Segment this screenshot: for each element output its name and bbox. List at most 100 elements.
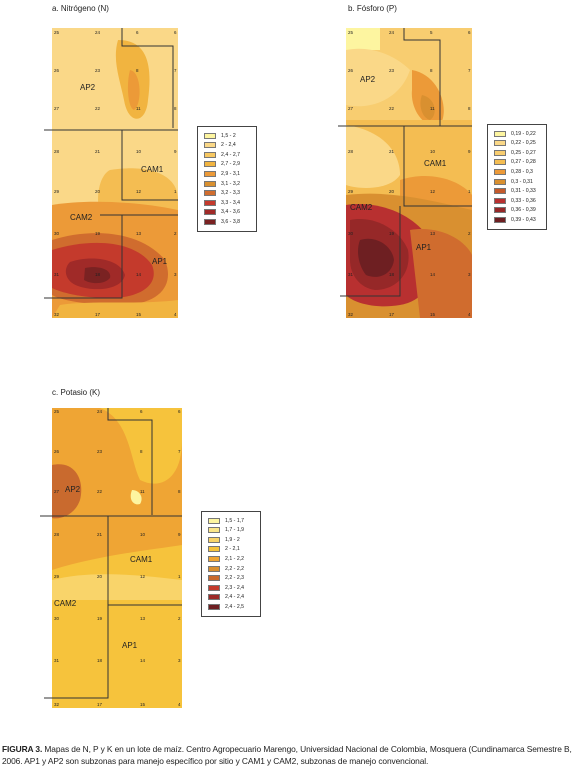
svg-text:31: 31 — [54, 658, 60, 663]
legend-swatch — [208, 527, 220, 534]
svg-text:17: 17 — [97, 702, 103, 707]
svg-text:11: 11 — [136, 106, 141, 111]
svg-text:21: 21 — [389, 149, 395, 154]
legend-label: 0,36 - 0,39 — [511, 207, 536, 214]
legend-swatch — [208, 603, 220, 610]
legend-swatch — [208, 536, 220, 543]
svg-text:9: 9 — [178, 532, 181, 537]
legend-label: 2,9 - 3,1 — [221, 170, 241, 177]
svg-text:24: 24 — [97, 409, 103, 414]
svg-text:21: 21 — [95, 149, 101, 154]
legend-label: 0,19 - 0,22 — [511, 130, 536, 137]
legend-swatch — [204, 132, 216, 139]
legend-item: 3,4 - 3,6 — [204, 209, 240, 216]
svg-text:5: 5 — [430, 30, 433, 35]
legend-label: 2,4 - 2,4 — [225, 594, 245, 601]
svg-text:26: 26 — [54, 68, 60, 73]
legend-swatch — [208, 565, 220, 572]
legend-swatch — [208, 546, 220, 553]
phosphorus-panel: b. Fósforo (P) 25 24 5 6 26 23 8 7 27 22 11 8 28 2… — [300, 0, 575, 330]
legend-label: 2,4 - 2,7 — [221, 151, 241, 158]
svg-text:12: 12 — [140, 574, 146, 579]
svg-text:CAM1: CAM1 — [424, 159, 447, 168]
svg-text:20: 20 — [95, 189, 101, 194]
legend-item: 1,9 - 2 — [208, 536, 240, 543]
legend-item: 0,22 - 0,25 — [494, 140, 536, 147]
legend-swatch — [208, 575, 220, 582]
legend-swatch — [204, 218, 216, 225]
svg-text:13: 13 — [140, 616, 146, 621]
svg-text:12: 12 — [136, 189, 142, 194]
svg-text:15: 15 — [430, 312, 436, 317]
nitrogen-map: 25 24 6 6 26 23 8 7 27 22 11 8 28 21 10 9 29 20 12 1 30… — [44, 28, 178, 318]
legend-item: 0,3 - 0,31 — [494, 178, 533, 185]
svg-text:26: 26 — [54, 449, 60, 454]
svg-text:11: 11 — [140, 489, 145, 494]
svg-text:32: 32 — [54, 702, 60, 707]
legend-item: 3,3 - 3,4 — [204, 199, 240, 206]
legend-item: 1,7 - 1,9 — [208, 527, 244, 534]
svg-text:8: 8 — [178, 489, 181, 494]
svg-text:30: 30 — [54, 231, 60, 236]
legend-label: 2 - 2,1 — [225, 546, 240, 553]
svg-text:24: 24 — [389, 30, 395, 35]
figure-caption: FIGURA 3. Mapas de N, P y K en un lote d… — [2, 743, 572, 767]
legend-item: 2 - 2,4 — [204, 142, 236, 149]
svg-text:17: 17 — [389, 312, 395, 317]
svg-text:6: 6 — [140, 409, 143, 414]
legend-label: 2,2 - 2,3 — [225, 575, 245, 582]
legend-label: 3,3 - 3,4 — [221, 199, 241, 206]
svg-text:19: 19 — [97, 616, 103, 621]
legend-label: 3,6 - 3,8 — [221, 218, 241, 225]
legend-swatch — [494, 130, 506, 137]
svg-text:7: 7 — [468, 68, 471, 73]
svg-text:25: 25 — [54, 30, 60, 35]
svg-text:CAM2: CAM2 — [350, 203, 373, 212]
svg-text:19: 19 — [389, 231, 395, 236]
legend-label: 2,1 - 2,2 — [225, 555, 245, 562]
svg-text:6: 6 — [468, 30, 471, 35]
svg-text:2: 2 — [468, 231, 471, 236]
caption-text: Mapas de N, P y K en un lote de maíz. Ce… — [2, 744, 572, 766]
svg-text:22: 22 — [97, 489, 103, 494]
svg-text:29: 29 — [54, 189, 60, 194]
svg-text:13: 13 — [136, 231, 142, 236]
svg-text:32: 32 — [348, 312, 354, 317]
legend-swatch — [208, 584, 220, 591]
svg-text:20: 20 — [97, 574, 103, 579]
zone-label-cam1: CAM1 — [141, 165, 164, 174]
svg-text:6: 6 — [136, 30, 139, 35]
svg-text:26: 26 — [348, 68, 354, 73]
legend-item: 1,5 - 2 — [204, 132, 236, 139]
phosphorus-map-title: b. Fósforo (P) — [348, 4, 397, 13]
caption-lead: FIGURA 3. — [2, 744, 43, 754]
legend-label: 2,2 - 2,2 — [225, 565, 245, 572]
svg-text:29: 29 — [348, 189, 354, 194]
svg-text:9: 9 — [174, 149, 177, 154]
svg-text:24: 24 — [95, 30, 101, 35]
legend-label: 1,5 - 1,7 — [225, 517, 245, 524]
svg-text:14: 14 — [140, 658, 146, 663]
potassium-panel: c. Potasio (K) 25 24 6 6 26 23 8 7 27 22 11 8 28 2… — [0, 380, 300, 720]
svg-text:21: 21 — [97, 532, 103, 537]
legend-item: 2,4 - 2,4 — [208, 594, 244, 601]
legend-swatch — [494, 178, 506, 185]
legend-item: 2,4 - 2,7 — [204, 151, 240, 158]
zone-label-ap1: AP1 — [152, 257, 168, 266]
legend-item: 3,1 - 3,2 — [204, 180, 240, 187]
svg-text:27: 27 — [54, 106, 60, 111]
svg-text:22: 22 — [95, 106, 101, 111]
legend-label: 0,22 - 0,25 — [511, 140, 536, 147]
legend-label: 1,7 - 1,9 — [225, 527, 245, 534]
legend-item: 2,2 - 2,3 — [208, 575, 244, 582]
legend-item: 0,19 - 0,22 — [494, 130, 536, 137]
legend-swatch — [494, 168, 506, 175]
svg-text:13: 13 — [430, 231, 436, 236]
legend-swatch — [204, 151, 216, 158]
svg-text:11: 11 — [430, 106, 435, 111]
legend-label: 0,39 - 0,43 — [511, 216, 536, 223]
svg-text:CAM2: CAM2 — [54, 599, 77, 608]
svg-text:2: 2 — [178, 616, 181, 621]
svg-text:32: 32 — [54, 312, 60, 317]
legend-item: 0,31 - 0,33 — [494, 188, 536, 195]
